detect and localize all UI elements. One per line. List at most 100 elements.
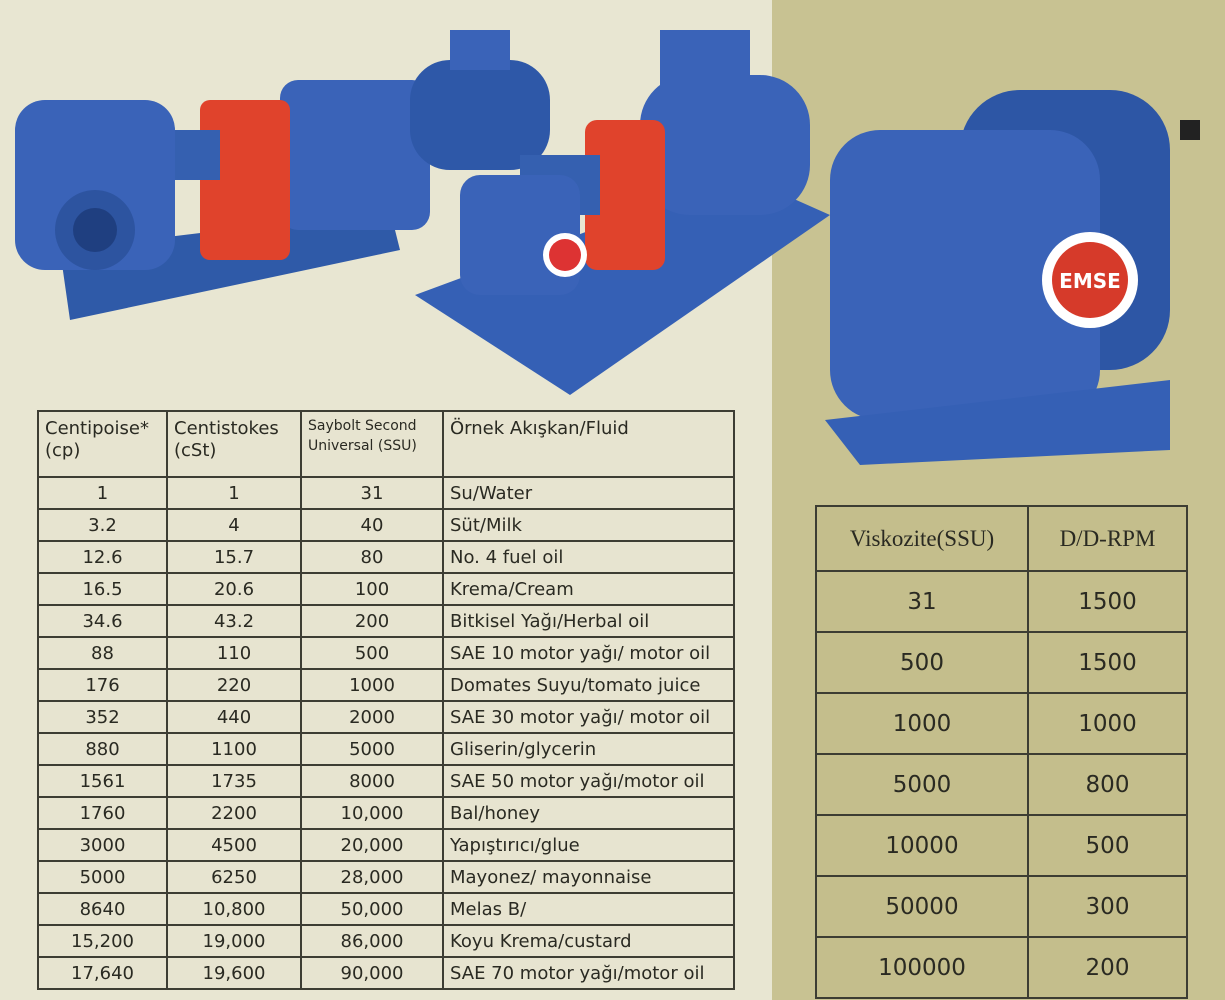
table-cell: 50,000 <box>300 892 444 926</box>
table-row: 3000 4500 20,000 Yapıştırıcı/glue <box>37 828 735 862</box>
table-row: 31 1500 <box>815 570 1188 633</box>
table-row: 50000 300 <box>815 875 1188 938</box>
table-cell: Su/Water <box>442 476 735 510</box>
table-cell: 3.2 <box>37 508 168 542</box>
header-viscosity-ssu: Viskozite(SSU) <box>815 505 1029 572</box>
table-row: 15,200 19,000 86,000 Koyu Krema/custard <box>37 924 735 958</box>
table-cell: Koyu Krema/custard <box>442 924 735 958</box>
table-cell: 6250 <box>166 860 302 894</box>
table-cell: 90,000 <box>300 956 444 990</box>
table-cell: 880 <box>37 732 168 766</box>
table-row: 5000 800 <box>815 753 1188 816</box>
table-row: 1000 1000 <box>815 692 1188 755</box>
table-cell: 34.6 <box>37 604 168 638</box>
table-cell: 10,000 <box>300 796 444 830</box>
header-centistokes: Centistokes (cSt) <box>166 410 302 478</box>
header-fluid: Örnek Akışkan/Fluid <box>442 410 735 478</box>
table-cell: 8640 <box>37 892 168 926</box>
table-cell: 5000 <box>300 732 444 766</box>
table-cell: 20.6 <box>166 572 302 606</box>
pump-image-1 <box>15 30 550 320</box>
table-cell: 200 <box>300 604 444 638</box>
table-cell: Domates Suyu/tomato juice <box>442 668 735 702</box>
table-cell: 100000 <box>815 936 1029 999</box>
table-cell: 5000 <box>37 860 168 894</box>
table-cell: SAE 30 motor yağı/ motor oil <box>442 700 735 734</box>
table-cell: 1 <box>166 476 302 510</box>
table-row: 176 220 1000 Domates Suyu/tomato juice <box>37 668 735 702</box>
table-row: 5000 6250 28,000 Mayonez/ mayonnaise <box>37 860 735 894</box>
table-cell: 15.7 <box>166 540 302 574</box>
table-cell: 440 <box>166 700 302 734</box>
table-cell: 31 <box>300 476 444 510</box>
table-row: 100000 200 <box>815 936 1188 999</box>
table-cell: 500 <box>1027 814 1188 877</box>
header-rpm: D/D-RPM <box>1027 505 1188 572</box>
table-cell: 1100 <box>166 732 302 766</box>
table-row: 34.6 43.2 200 Bitkisel Yağı/Herbal oil <box>37 604 735 638</box>
table-cell: 100 <box>300 572 444 606</box>
table-cell: 8000 <box>300 764 444 798</box>
table-row: 12.6 15.7 80 No. 4 fuel oil <box>37 540 735 574</box>
table-cell: 19,600 <box>166 956 302 990</box>
table-cell: No. 4 fuel oil <box>442 540 735 574</box>
table-cell: Yapıştırıcı/glue <box>442 828 735 862</box>
table-cell: SAE 10 motor yağı/ motor oil <box>442 636 735 670</box>
table-cell: 2200 <box>166 796 302 830</box>
table-row: 88 110 500 SAE 10 motor yağı/ motor oil <box>37 636 735 670</box>
header-centipoise: Centipoise* (cp) <box>37 410 168 478</box>
table-cell: 28,000 <box>300 860 444 894</box>
table-cell: SAE 70 motor yağı/motor oil <box>442 956 735 990</box>
table-cell: 1500 <box>1027 570 1188 633</box>
table-cell: 1000 <box>300 668 444 702</box>
table-cell: 110 <box>166 636 302 670</box>
table-cell: Bitkisel Yağı/Herbal oil <box>442 604 735 638</box>
table-cell: 1 <box>37 476 168 510</box>
table-row: 500 1500 <box>815 631 1188 694</box>
table-cell: Mayonez/ mayonnaise <box>442 860 735 894</box>
table-cell: 1561 <box>37 764 168 798</box>
table-cell: 300 <box>1027 875 1188 938</box>
table-cell: 31 <box>815 570 1029 633</box>
pump-image-2 <box>415 30 830 395</box>
table-cell: Melas B/ <box>442 892 735 926</box>
table-cell: 1500 <box>1027 631 1188 694</box>
table-row: 1561 1735 8000 SAE 50 motor yağı/motor oil <box>37 764 735 798</box>
table-cell: 50000 <box>815 875 1029 938</box>
table-cell: SAE 50 motor yağı/motor oil <box>442 764 735 798</box>
table-cell: 12.6 <box>37 540 168 574</box>
header-ssu: Saybolt Second Universal (SSU) <box>300 410 444 478</box>
pump-image-3: EMSE <box>825 90 1200 465</box>
table-cell: Gliserin/glycerin <box>442 732 735 766</box>
table-cell: 40 <box>300 508 444 542</box>
table-cell: 43.2 <box>166 604 302 638</box>
table-header-row: Viskozite(SSU) D/D-RPM <box>815 505 1188 572</box>
table-cell: 17,640 <box>37 956 168 990</box>
table-row: 352 440 2000 SAE 30 motor yağı/ motor oil <box>37 700 735 734</box>
table-cell: 500 <box>815 631 1029 694</box>
viscosity-conversion-table: Centipoise* (cp) Centistokes (cSt) Saybolt… <box>37 410 735 990</box>
table-cell: 500 <box>300 636 444 670</box>
table-cell: 80 <box>300 540 444 574</box>
table-cell: 200 <box>1027 936 1188 999</box>
table-cell: 4 <box>166 508 302 542</box>
table-cell: 2000 <box>300 700 444 734</box>
rpm-table: Viskozite(SSU) D/D-RPM 31 1500 500 1500 1000… <box>815 505 1188 999</box>
table-cell: 220 <box>166 668 302 702</box>
table-cell: 176 <box>37 668 168 702</box>
table-row: 880 1100 5000 Gliserin/glycerin <box>37 732 735 766</box>
table-cell: 19,000 <box>166 924 302 958</box>
table-cell: Bal/honey <box>442 796 735 830</box>
table-row: 8640 10,800 50,000 Melas B/ <box>37 892 735 926</box>
table-cell: 10,800 <box>166 892 302 926</box>
table-cell: 10000 <box>815 814 1029 877</box>
table-row: 16.5 20.6 100 Krema/Cream <box>37 572 735 606</box>
table-cell: 86,000 <box>300 924 444 958</box>
table-cell: 5000 <box>815 753 1029 816</box>
table-cell: 1000 <box>1027 692 1188 755</box>
table-row: 10000 500 <box>815 814 1188 877</box>
table-cell: 16.5 <box>37 572 168 606</box>
table-cell: Süt/Milk <box>442 508 735 542</box>
table-cell: 352 <box>37 700 168 734</box>
table-cell: Krema/Cream <box>442 572 735 606</box>
